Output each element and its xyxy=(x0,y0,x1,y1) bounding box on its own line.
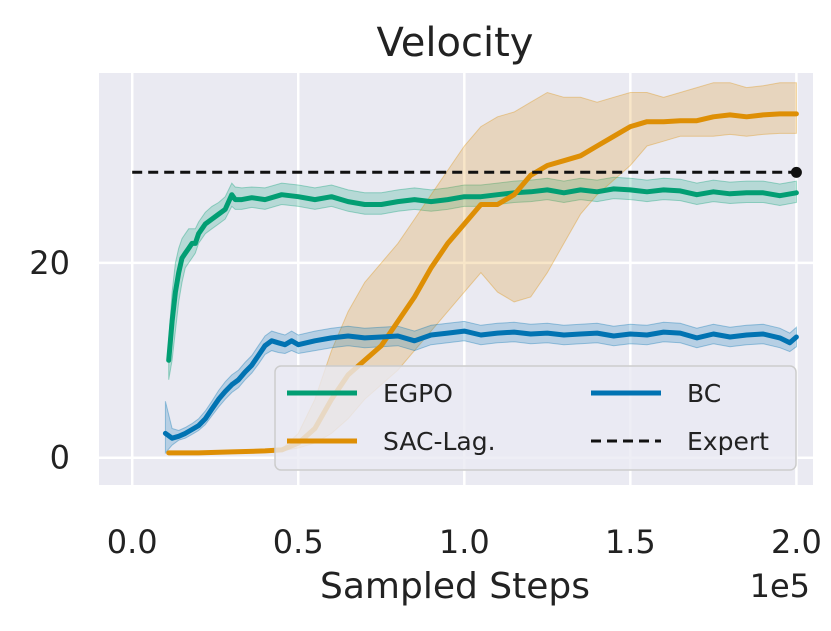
x-tick-labels: 0.0 0.5 1.0 1.5 2.0 xyxy=(107,523,822,561)
y-tick-label: 20 xyxy=(29,244,70,282)
x-tick-label: 1.0 xyxy=(439,523,490,561)
legend: EGPO SAC-Lag. BC Expert xyxy=(274,365,797,471)
egpo-line xyxy=(166,186,799,363)
x-tick-label: 0.0 xyxy=(107,523,158,561)
legend-label-bc: BC xyxy=(687,379,721,408)
legend-label-expert: Expert xyxy=(687,427,769,456)
chart-title: Velocity xyxy=(377,20,534,66)
legend-box xyxy=(274,365,797,471)
x-axis-label: Sampled Steps xyxy=(320,566,590,607)
expert-end-marker xyxy=(790,166,802,178)
x-tick-label: 1.5 xyxy=(605,523,656,561)
x-offset-label: 1e5 xyxy=(750,567,810,605)
y-tick-labels: 0 20 xyxy=(29,244,70,477)
x-tick-label: 2.0 xyxy=(771,523,822,561)
legend-label-egpo: EGPO xyxy=(383,379,453,408)
bc-line xyxy=(162,328,799,441)
y-tick-label: 0 xyxy=(50,439,70,477)
x-tick-label: 0.5 xyxy=(273,523,324,561)
legend-label-sac-lag: SAC-Lag. xyxy=(383,427,496,456)
